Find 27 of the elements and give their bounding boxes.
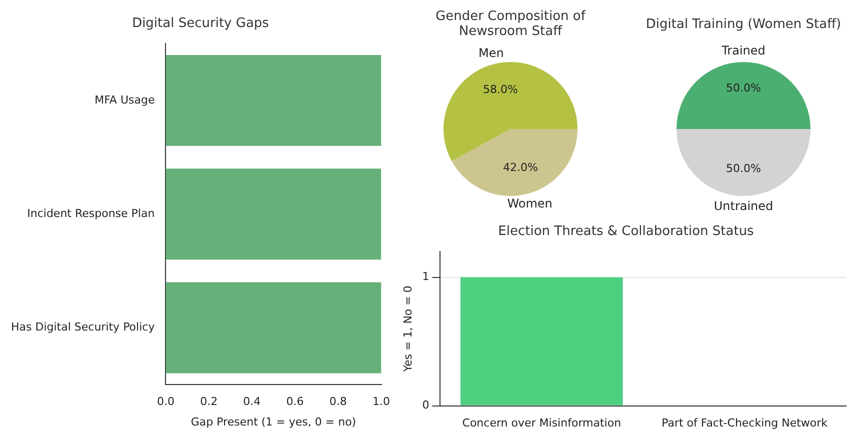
x-tick-label: 0.2 bbox=[200, 395, 218, 408]
slice-label: Men bbox=[478, 46, 504, 60]
data-label: 58.0% bbox=[483, 82, 518, 96]
y-tick-label: MFA Usage bbox=[94, 93, 155, 106]
data-label: 42.0% bbox=[503, 160, 538, 174]
x-tick-label: 0.4 bbox=[243, 395, 261, 408]
data-label: 50.0% bbox=[726, 82, 761, 95]
x-tick-label: 1.0 bbox=[372, 395, 390, 408]
x-tick-label: Concern over Misinformation bbox=[462, 416, 622, 430]
chart-title: Digital Training (Women Staff) bbox=[644, 16, 842, 34]
x-tick-label: 0.8 bbox=[329, 395, 347, 408]
x-tick-label: Part of Fact-Checking Network bbox=[662, 416, 828, 430]
y-tick-label: 1 bbox=[422, 270, 430, 284]
x-tick-label: 0.6 bbox=[286, 395, 304, 408]
chart-title: Gender Composition of Newsroom Staff bbox=[434, 8, 587, 40]
chart-title: Digital Security Gaps bbox=[131, 14, 270, 32]
x-tick-label: 0.0 bbox=[156, 395, 174, 408]
y-axis-title: Yes = 1, No = 0 bbox=[401, 286, 414, 373]
chart-title: Election Threats & Collaboration Status bbox=[497, 222, 755, 240]
y-tick-label: Incident Response Plan bbox=[27, 206, 155, 220]
y-tick-label: 0 bbox=[422, 398, 430, 412]
y-tick-label: Has Digital Security Policy bbox=[10, 320, 156, 334]
slice-label: Untrained bbox=[714, 198, 774, 213]
x-axis-title: Gap Present (1 = yes, 0 = no) bbox=[190, 415, 356, 428]
slice-label: Women bbox=[507, 196, 552, 210]
data-label: 50.0% bbox=[726, 162, 761, 176]
slice-label: Trained bbox=[720, 43, 766, 58]
